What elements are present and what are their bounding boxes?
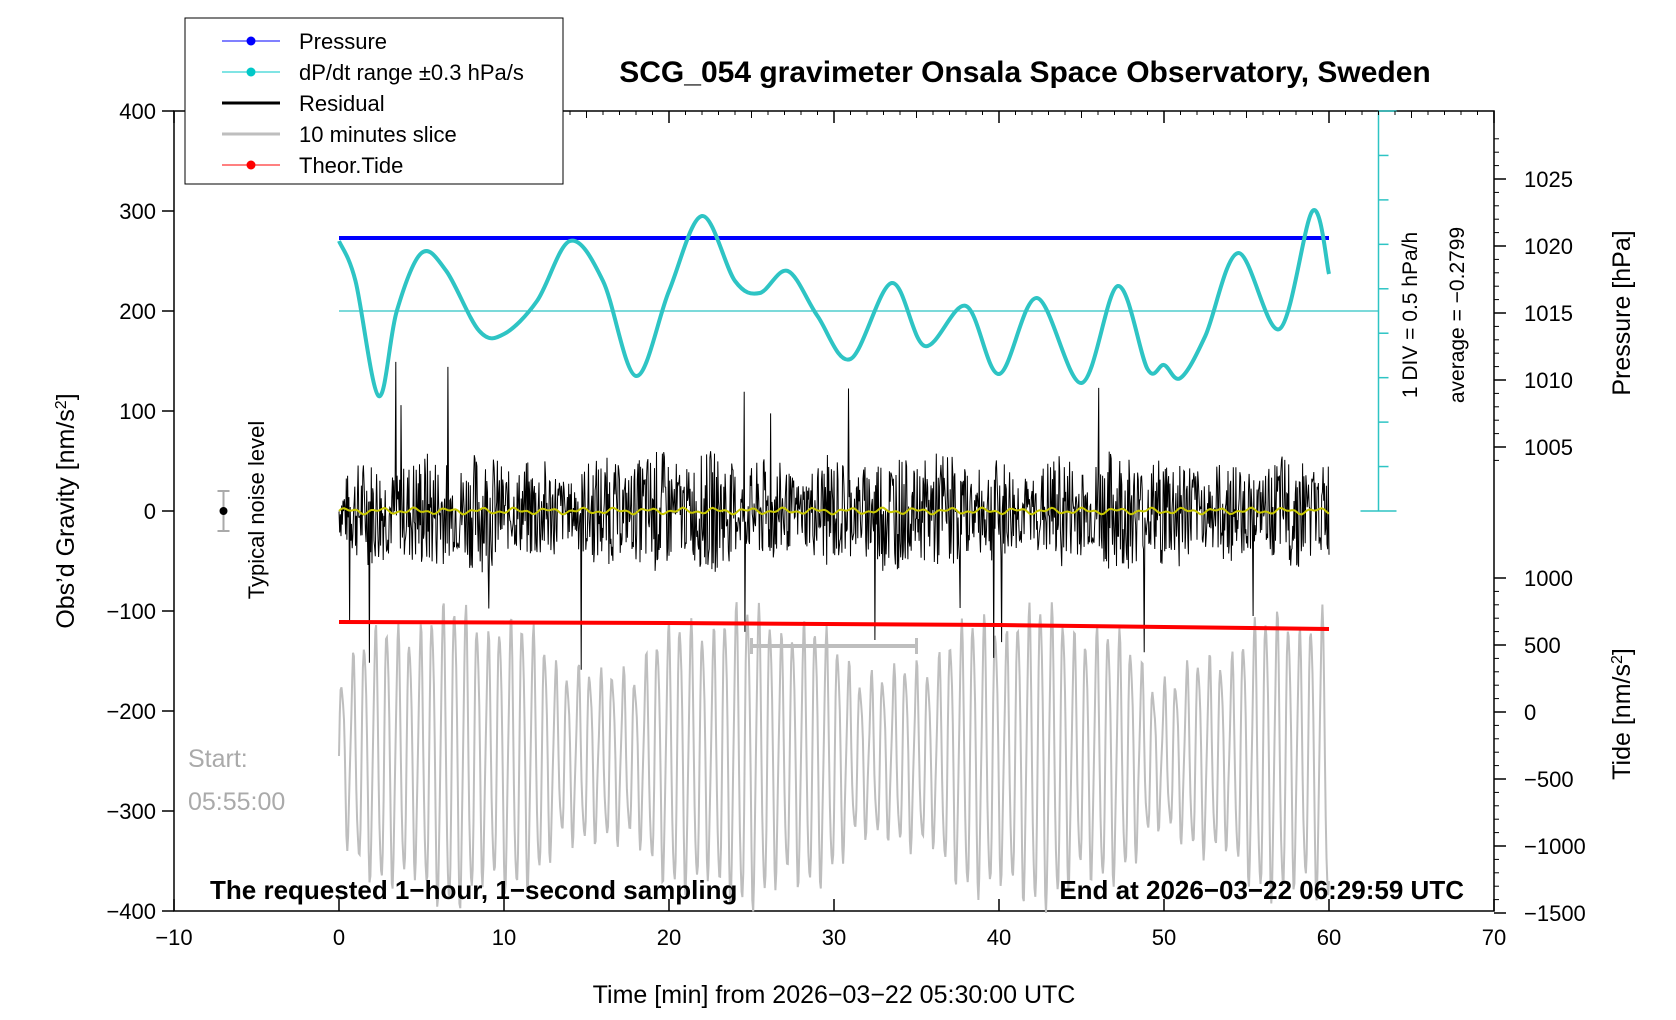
pressure-tick-label: 1020 [1524,234,1573,259]
y-axis-left-label-sup: 2 [53,400,70,409]
chart-title: SCG_054 gravimeter Onsala Space Observat… [619,56,1431,89]
x-tick-label: 0 [333,925,345,950]
legend-label: Residual [299,91,385,116]
x-tick-label: 40 [987,925,1011,950]
dpdt-series [337,208,1379,399]
tide-axis-label-sup: 2 [1609,655,1626,664]
pressure-axis-label: Pressure [hPa] [1608,230,1636,395]
y-tick-label: 100 [119,399,156,424]
x-tick-label: 30 [822,925,846,950]
noise-level-marker [217,490,230,532]
noise-point [219,507,228,515]
x-tick-label: −10 [155,925,192,950]
legend-label: Pressure [299,29,387,54]
dpdt-div-label: 1 DIV = 0.5 hPa/h [1399,232,1422,398]
y-tick-label: 0 [144,499,156,524]
pressure-axis: 1005 1010 1015 1020 1025 [1494,138,1573,461]
tide-tick-label: 500 [1524,633,1561,658]
dpdt-average-label: average = −0.2799 [1446,227,1469,403]
tide-axis-label: Tide [nm/s2] [1608,648,1636,780]
y-tick-label: −100 [106,599,156,624]
dpdt-line [337,208,1331,399]
y-tick-label: −200 [106,699,156,724]
legend-marker [246,36,256,46]
tide-axis-label-main: Tide [nm/s [1608,664,1636,780]
x-tick-label: 50 [1152,925,1176,950]
start-time: 05:55:00 [188,788,285,816]
bottom-right-note: End at 2026−03−22 06:29:59 UTC [1059,875,1464,905]
legend-label: 10 minutes slice [299,122,457,147]
y-axis-left-label-main: Obs’d Gravity [nm/s [52,409,80,629]
residual-smooth-overlay [338,506,1330,516]
pressure-tick-label: 1015 [1524,301,1573,326]
x-axis: −10 0 10 20 30 40 50 60 70 [155,111,1506,950]
tide-line [338,620,1330,631]
y-axis-left: −400 −300 −200 −100 0 100 200 300 400 [106,99,174,924]
legend-marker [246,160,256,170]
legend-box [184,17,564,185]
pressure-tick-label: 1005 [1524,435,1573,460]
tide-tick-label: 1000 [1524,566,1573,591]
x-tick-label: 10 [492,925,516,950]
y-tick-label: 200 [119,299,156,324]
y-axis-left-label-tail: ] [52,393,80,400]
x-tick-label: 60 [1317,925,1341,950]
residual-series [338,361,1330,670]
slice-line [338,602,1330,913]
ten-minute-slice-series [338,602,1330,913]
tide-axis-label-tail: ] [1608,648,1636,655]
legend-label: dP/dt range ±0.3 hPa/s [299,60,524,85]
pressure-tick-label: 1010 [1524,368,1573,393]
bottom-left-note: The requested 1−hour, 1−second sampling [210,875,737,905]
y-tick-label: −400 [106,899,156,924]
theoretical-tide-series [338,620,1330,631]
residual-line [338,361,1330,670]
tide-tick-label: −1000 [1524,834,1586,859]
pressure-tick-label: 1025 [1524,167,1573,192]
dpdt-scale-bar [1360,110,1397,512]
y-tick-label: 300 [119,199,156,224]
slice-window-marker [750,638,918,654]
start-label: Start: [188,745,248,773]
legend: Pressure dP/dt range ±0.3 hPa/s Residual 10… [184,17,564,185]
tide-tick-label: 0 [1524,700,1536,725]
y-axis-left-label: Obs’d Gravity [nm/s2] [52,393,80,628]
y-tick-label: 400 [119,99,156,124]
tide-axis: −1500 −1000 −500 0 500 1000 [1494,566,1586,926]
legend-marker [246,67,256,77]
x-tick-label: 20 [657,925,681,950]
y-tick-label: −300 [106,799,156,824]
x-axis-label: Time [min] from 2026−03−22 05:30:00 UTC [593,981,1076,1009]
noise-level-label: Typical noise level [244,421,269,600]
legend-label: Theor.Tide [299,153,403,178]
x-tick-label: 70 [1482,925,1506,950]
tide-tick-label: −1500 [1524,901,1586,926]
residual-smooth-line [338,506,1330,516]
tide-tick-label: −500 [1524,767,1574,792]
